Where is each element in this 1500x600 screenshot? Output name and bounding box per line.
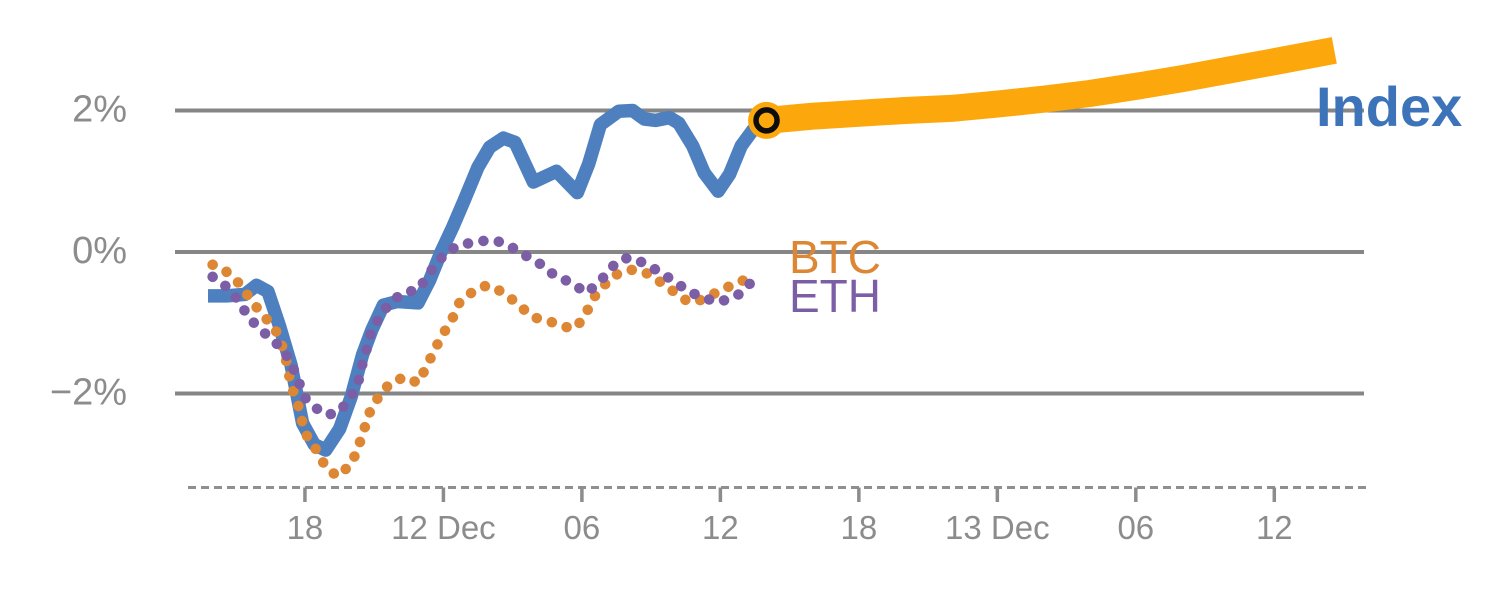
x-tick-label: 18 [287,509,324,546]
series-labels-layer: BTC ETH Index [789,75,1462,322]
forecast-start-marker [748,101,786,139]
y-tick-label: 2% [72,89,127,131]
x-tick-label: 12 Dec [391,509,496,546]
x-tick-label: 18 [841,509,878,546]
btc-series-label: BTC [789,231,881,283]
index-line [208,103,771,457]
x-axis-layer: 18 12 Dec 06 12 18 13 Dec 06 12 [188,486,1366,546]
y-tick-label: 0% [72,230,127,272]
eth-line [207,234,763,420]
index-forecast-line [765,37,1337,134]
x-tick-label: 06 [564,509,601,546]
x-tick-label: 12 [1256,509,1293,546]
x-tick-label: 13 Dec [945,509,1050,546]
x-tick-label: 12 [702,509,739,546]
y-tick-label: −2% [50,372,127,414]
series-lines-layer [207,37,1337,482]
btc-line [207,259,761,482]
marker-black-ring [753,107,780,134]
gridlines-layer: 2% 0% −2% [50,89,1364,414]
eth-series-label: ETH [789,270,881,322]
index-series-label: Index [1316,75,1462,138]
x-tick-label: 06 [1117,509,1154,546]
